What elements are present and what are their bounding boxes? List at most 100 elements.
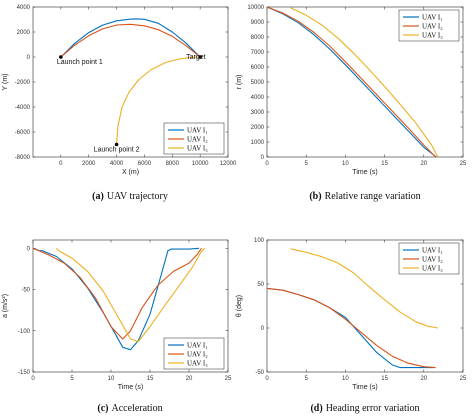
x-axis-label: Time (s) [352, 169, 377, 176]
x-tick-label: 25 [225, 376, 232, 382]
y-axis-label: a (m/s²) [2, 294, 9, 318]
plot-area-frame [32, 239, 229, 373]
x-axis-label: Time (s) [352, 384, 377, 391]
x-tick-label: 15 [381, 376, 388, 382]
y-tick-label: 7000 [251, 50, 265, 56]
caption-text: Heading error variation [326, 403, 420, 414]
legend-label-2: UAV I₂ [422, 23, 443, 31]
y-tick-label: 0 [27, 246, 31, 252]
y-tick-label: -150 [18, 370, 31, 376]
y-tick-label: 4000 [251, 95, 265, 101]
x-tick-label: 8000 [166, 161, 180, 167]
x-tick-label: 6000 [138, 161, 152, 167]
y-tick-label: 50 [257, 282, 264, 288]
y-tick-label: 6000 [251, 65, 265, 71]
y-axis-label: Y (m) [2, 74, 9, 91]
y-tick-label: 4000 [17, 5, 31, 11]
y-tick-label: -6000 [15, 130, 31, 136]
panel-caption: (d) Heading error variation [310, 403, 419, 414]
x-tick-label: 20 [420, 161, 427, 167]
x-tick-label: 10000 [192, 161, 209, 167]
x-tick-label: 4000 [110, 161, 124, 167]
chart-panel-b: 0 5 10 15 20 25 0 1000 2000 3000 4000 5000 6000 7000 8… [236, 5, 467, 202]
x-tick-label: 0 [265, 161, 269, 167]
annotation-label: Launch point 2 [94, 147, 140, 154]
legend-label-2: UAV I₂ [422, 256, 443, 264]
marker-point [198, 55, 202, 59]
panel-caption: (c) Acceleration [97, 403, 162, 414]
x-tick-label: 0 [31, 376, 35, 382]
caption-label: (c) [97, 403, 108, 414]
x-tick-label: 20 [420, 376, 427, 382]
y-tick-label: 2000 [17, 30, 31, 36]
x-tick-label: 15 [147, 376, 154, 382]
panel-caption: (b) Relative range variation [309, 191, 420, 202]
chart-panel-a: 0 2000 4000 6000 8000 10000 12000 -8000 -6000 -40… [2, 5, 237, 202]
legend-label-3: UAV I₃ [422, 265, 443, 273]
y-tick-label: 0 [261, 326, 265, 332]
x-tick-label: 10 [342, 376, 349, 382]
caption-label: (d) [310, 403, 322, 414]
y-tick-label: -50 [21, 288, 30, 294]
y-axis-label: θ (deg) [236, 295, 243, 317]
x-tick-label: 5 [305, 376, 309, 382]
series-line-2 [266, 6, 436, 158]
legend-label-2: UAV I₂ [187, 351, 208, 359]
y-tick-label: -4000 [15, 105, 31, 111]
series-line-3 [56, 247, 205, 343]
annotation-label: Launch point 1 [57, 59, 103, 66]
caption-text: Relative range variation [325, 191, 421, 202]
x-tick-label: 5 [305, 161, 309, 167]
series-line-1 [32, 247, 200, 351]
y-axis-label: r (m) [236, 75, 243, 90]
plot-area-frame [266, 239, 464, 373]
legend-label-3: UAV I₃ [422, 32, 443, 40]
x-tick-label: 10 [342, 161, 349, 167]
y-tick-label: 0 [261, 155, 265, 161]
series-line-2 [266, 287, 436, 369]
series-line-2 [60, 23, 201, 58]
y-tick-label: -2000 [15, 80, 31, 86]
legend-label-2: UAV I₂ [187, 136, 208, 144]
series-line-2 [32, 247, 202, 340]
marker-point [59, 55, 63, 59]
legend-label-1: UAV I₁ [187, 127, 208, 135]
y-tick-label: 10000 [247, 5, 264, 11]
series-line-1 [60, 18, 201, 58]
x-tick-label: 25 [460, 161, 467, 167]
caption-label: (a) [92, 191, 104, 202]
x-tick-label: 0 [59, 161, 63, 167]
y-tick-label: 5000 [251, 80, 265, 86]
x-tick-label: 0 [265, 376, 269, 382]
y-tick-label: 3000 [251, 110, 265, 116]
chart-panel-c: 0 5 10 15 20 25 -150 -100 -50 0 Time (s) a (m/s²) UA… [2, 239, 232, 414]
y-tick-label: 0 [27, 55, 31, 61]
y-tick-label: 100 [254, 238, 265, 244]
x-tick-label: 15 [381, 161, 388, 167]
x-tick-label: 12000 [220, 161, 237, 167]
y-tick-label: 8000 [251, 35, 265, 41]
series-line-1 [266, 287, 434, 369]
series-line-3 [290, 248, 438, 329]
panel-caption: (a) UAV trajectory [92, 191, 168, 202]
caption-text: Acceleration [112, 403, 163, 414]
series-line-1 [266, 6, 437, 158]
legend-label-1: UAV I₁ [422, 247, 443, 255]
legend-label-3: UAV I₃ [187, 360, 208, 368]
y-tick-label: -50 [255, 370, 264, 376]
marker-point [114, 142, 119, 147]
annotation-label: Target [186, 54, 206, 61]
x-tick-label: 2000 [82, 161, 96, 167]
legend-label-1: UAV I₁ [187, 342, 208, 350]
caption-text: UAV trajectory [107, 191, 168, 202]
y-tick-label: -8000 [15, 155, 31, 161]
caption-label: (b) [309, 191, 321, 202]
x-tick-label: 25 [460, 376, 467, 382]
series-line-3 [116, 56, 201, 145]
y-tick-label: 9000 [251, 20, 265, 26]
